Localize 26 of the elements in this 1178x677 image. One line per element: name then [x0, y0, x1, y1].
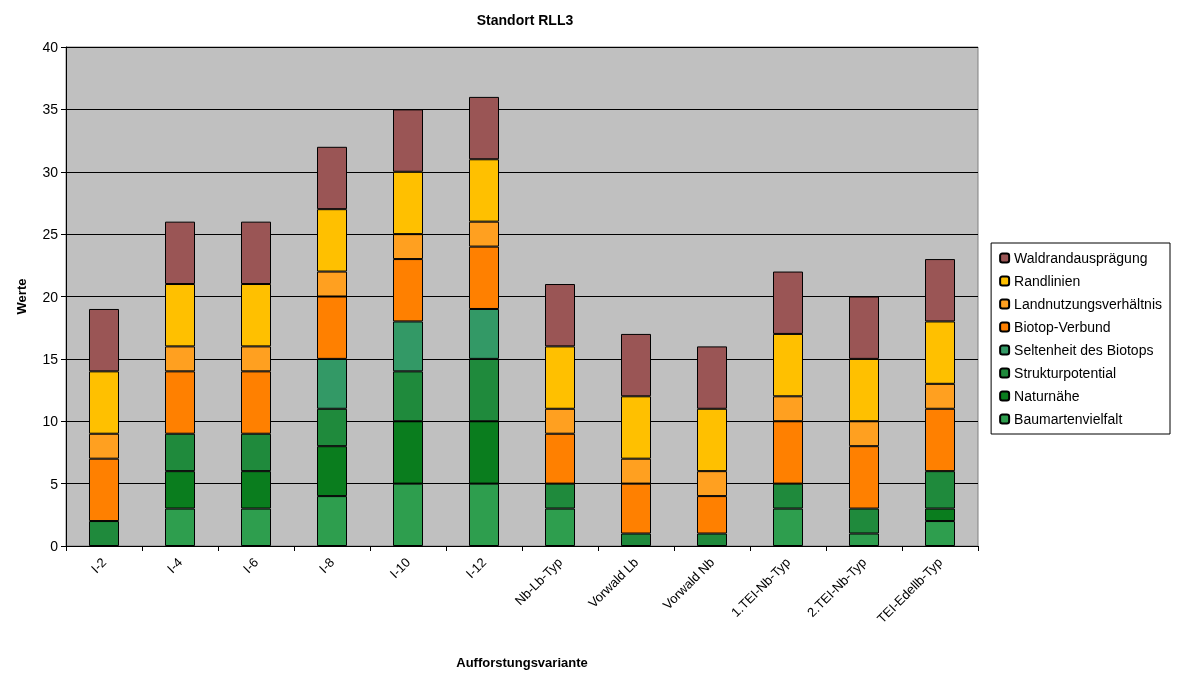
- y-tick-label: 40: [42, 39, 59, 55]
- x-axis-title: Aufforstungsvariante: [456, 655, 588, 670]
- chart-title: Standort RLL3: [476, 12, 574, 28]
- x-tick-label: I-6: [239, 554, 262, 577]
- legend-label: Landnutzungsverhältnis: [1014, 296, 1163, 312]
- y-tick-label: 35: [42, 101, 59, 118]
- y-tick-label: 25: [42, 226, 59, 243]
- y-tick-label: 30: [42, 163, 59, 180]
- legend-label: Strukturpotential: [1014, 365, 1117, 381]
- legend-label: Baumartenvielfalt: [1014, 411, 1123, 427]
- x-tick-label: I-12: [462, 554, 490, 582]
- x-tick-label: I-10: [386, 554, 414, 582]
- legend-label: Biotop-Verbund: [1014, 319, 1111, 335]
- legend-label: Randlinien: [1014, 273, 1081, 289]
- legend-label: Naturnähe: [1014, 388, 1080, 404]
- x-tick-label: I-4: [163, 554, 186, 577]
- x-tick-label: I-2: [87, 554, 110, 577]
- legend-label: Waldrandausprägung: [1014, 250, 1148, 266]
- y-tick-label: 5: [50, 475, 59, 492]
- y-tick-label: 0: [50, 538, 59, 554]
- y-tick-label: 15: [42, 350, 59, 367]
- y-tick-label: 10: [42, 413, 59, 430]
- y-axis-title: Werte: [14, 278, 29, 315]
- legend-label: Seltenheit des Biotops: [1014, 342, 1154, 358]
- y-tick-label: 20: [42, 288, 59, 305]
- x-tick-label: I-8: [315, 554, 338, 577]
